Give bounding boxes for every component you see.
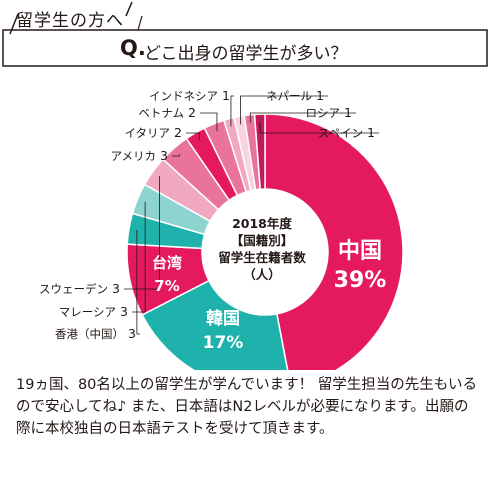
slice-label-china: 中国 39% bbox=[334, 239, 387, 293]
label-usa: アメリカ 3 bbox=[111, 148, 168, 163]
label-nepal: ネパール 1 bbox=[266, 88, 324, 103]
pie-chart: 2018年度 【国籍別】 留学生在籍者数 （人） 中国 39% 韓国 17% 台… bbox=[39, 88, 404, 370]
leader-line-7 bbox=[240, 95, 328, 125]
korea-percent: 17% bbox=[203, 333, 244, 353]
label-russia: ロシア 1 bbox=[306, 105, 352, 120]
center-line-1: 2018年度 bbox=[232, 216, 292, 231]
header-tag: 留学生の方へ bbox=[16, 11, 124, 31]
slice-label-taiwan: 台湾 7% bbox=[152, 254, 182, 295]
leader-line-4 bbox=[186, 132, 200, 140]
label-italy: イタリア 2 bbox=[125, 125, 183, 140]
leader-line-9 bbox=[259, 122, 379, 134]
question-text: どこ出身の留学生が多い？ bbox=[144, 44, 348, 64]
china-name: 中国 bbox=[338, 239, 382, 264]
outside-labels: インドネシア 1 ネパール 1 ベトナム 2 ロシア 1 イタリア 2 スペイン 1 アメリ… bbox=[39, 88, 375, 341]
leader-line-8 bbox=[249, 112, 356, 123]
label-spain: スペイン 1 bbox=[318, 125, 375, 140]
center-label: 2018年度 【国籍別】 留学生在籍者数 （人） bbox=[218, 216, 306, 282]
tag-right-slash bbox=[125, 1, 133, 17]
leader-line-2 bbox=[124, 175, 160, 290]
china-percent: 39% bbox=[334, 268, 387, 293]
label-indonesia: インドネシア 1 bbox=[149, 88, 230, 103]
center-line-3: 留学生在籍者数 bbox=[218, 250, 306, 265]
label-hongkong: 香港（中国） 3 bbox=[55, 326, 136, 341]
taiwan-percent: 7% bbox=[154, 277, 179, 295]
center-line-2: 【国籍別】 bbox=[231, 233, 294, 248]
question-mark: Q. bbox=[120, 36, 146, 60]
leader-line-0 bbox=[136, 229, 140, 335]
leader-line-6 bbox=[230, 95, 234, 127]
header-frame bbox=[2, 1, 488, 67]
korea-name: 韓国 bbox=[206, 308, 240, 329]
description-text: 19ヵ国、80名以上の留学生が学んでいます！ 留学生担当の先生もいるので安心して… bbox=[16, 377, 477, 437]
header: 留学生の方へ Q. どこ出身の留学生が多い？ bbox=[0, 0, 490, 70]
question-box bbox=[2, 29, 488, 67]
leader-lines bbox=[124, 95, 379, 335]
leader-line-3 bbox=[172, 154, 180, 157]
leader-line-1 bbox=[132, 201, 146, 313]
label-malaysia: マレーシア 3 bbox=[59, 304, 128, 319]
label-sweden: スウェーデン 3 bbox=[39, 281, 120, 296]
leader-line-5 bbox=[200, 112, 218, 132]
tag-divider-slash bbox=[137, 15, 143, 31]
center-line-4: （人） bbox=[243, 267, 281, 282]
donut-hole bbox=[202, 189, 328, 315]
slice-label-korea: 韓国 17% bbox=[203, 308, 244, 353]
pie-slices bbox=[126, 113, 404, 370]
taiwan-name: 台湾 bbox=[152, 254, 182, 272]
label-vietnam: ベトナム 2 bbox=[138, 105, 196, 120]
